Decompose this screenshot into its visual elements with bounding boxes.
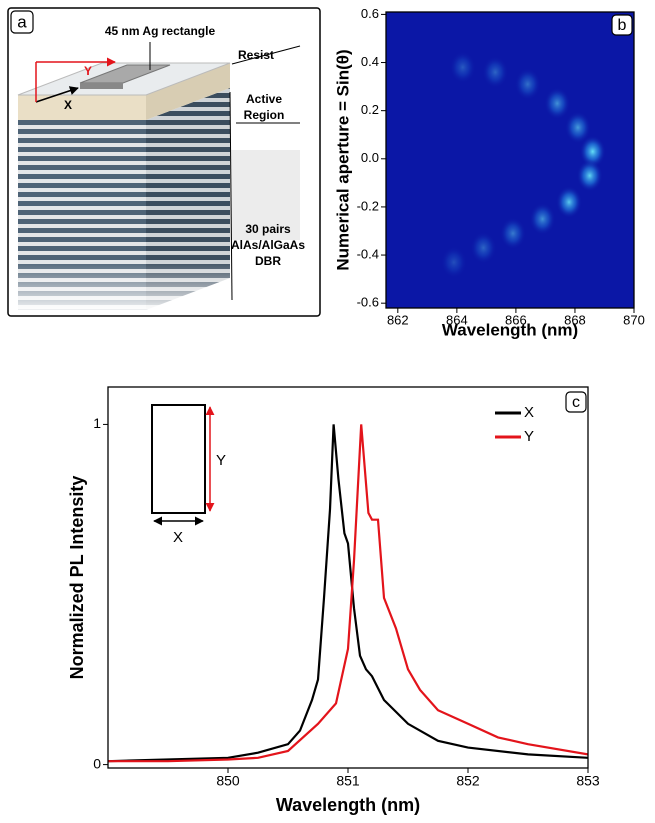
legend-label: Y bbox=[524, 428, 534, 445]
legend-label: X bbox=[524, 404, 534, 421]
x-axis-label: Wavelength (nm) bbox=[442, 320, 578, 339]
spot bbox=[514, 68, 541, 101]
label: 30 pairs bbox=[245, 222, 291, 236]
leader bbox=[229, 91, 233, 301]
plot-frame bbox=[107, 386, 589, 769]
y-tick-label: -0.2 bbox=[357, 198, 379, 213]
y-tick-label: 0 bbox=[93, 755, 101, 771]
x-tick-label: 868 bbox=[564, 312, 586, 327]
y-tick-label: -0.4 bbox=[357, 246, 379, 261]
x-tick-label: 862 bbox=[387, 312, 409, 327]
schematic: a 45 nm Ag rectangle Resist Active Regio… bbox=[7, 7, 321, 317]
fade bbox=[18, 260, 230, 315]
y-tick-label: 0.4 bbox=[361, 54, 379, 69]
inset-label: X bbox=[173, 529, 183, 546]
label: Y bbox=[84, 64, 92, 78]
x-tick-label: 850 bbox=[216, 773, 240, 789]
panel-label-box bbox=[10, 10, 34, 34]
x-tick-label: 852 bbox=[456, 773, 480, 789]
spot bbox=[470, 231, 497, 264]
spot bbox=[579, 135, 606, 168]
x-tick-label: 851 bbox=[336, 773, 360, 789]
spot bbox=[564, 111, 591, 144]
panel-label: a bbox=[17, 12, 27, 31]
x-arrow bbox=[35, 86, 79, 103]
x-tick-label: 866 bbox=[505, 312, 527, 327]
leader bbox=[231, 45, 301, 65]
y-axis-label: Normalized PL Intensity bbox=[67, 476, 87, 680]
line-series bbox=[108, 424, 588, 763]
inset-rect bbox=[151, 404, 206, 514]
x-tick-label: 864 bbox=[446, 312, 468, 327]
y-tick-label: 0.6 bbox=[361, 6, 379, 21]
label: Region bbox=[244, 108, 285, 122]
active-front bbox=[18, 95, 146, 120]
spot bbox=[576, 159, 603, 192]
label: X bbox=[64, 98, 72, 112]
y-tick-label: 1 bbox=[93, 415, 101, 431]
line-series bbox=[108, 424, 588, 763]
panel-label-box bbox=[565, 391, 587, 413]
spot bbox=[529, 202, 556, 235]
label: DBR bbox=[255, 254, 281, 268]
spot bbox=[544, 87, 571, 120]
plot-frame bbox=[385, 11, 635, 309]
y-tick-label: -0.6 bbox=[357, 295, 379, 310]
spot bbox=[499, 217, 526, 250]
ag-edge bbox=[80, 83, 123, 89]
y-axis-label: Numerical aperture = Sin(θ) bbox=[333, 49, 352, 270]
side-face bbox=[146, 88, 230, 310]
panel-label: c bbox=[572, 394, 580, 411]
x-axis-label: Wavelength (nm) bbox=[276, 795, 420, 815]
x-tick-label: 870 bbox=[623, 312, 645, 327]
label: Active bbox=[246, 92, 282, 106]
label: 45 nm Ag rectangle bbox=[105, 24, 216, 38]
spot bbox=[440, 246, 467, 279]
spot bbox=[556, 186, 583, 219]
y-tick-label: 0.0 bbox=[361, 150, 379, 165]
inset-label: Y bbox=[216, 452, 226, 469]
panel-label: b bbox=[618, 17, 627, 34]
panel-label-box bbox=[611, 14, 633, 36]
spot bbox=[449, 51, 476, 84]
x-tick-label: 853 bbox=[576, 773, 600, 789]
active-side bbox=[146, 63, 230, 120]
label: Resist bbox=[238, 48, 274, 62]
y-tick-label: 0.2 bbox=[361, 102, 379, 117]
label: AlAs/AlGaAs bbox=[231, 238, 305, 252]
spot bbox=[482, 56, 509, 89]
